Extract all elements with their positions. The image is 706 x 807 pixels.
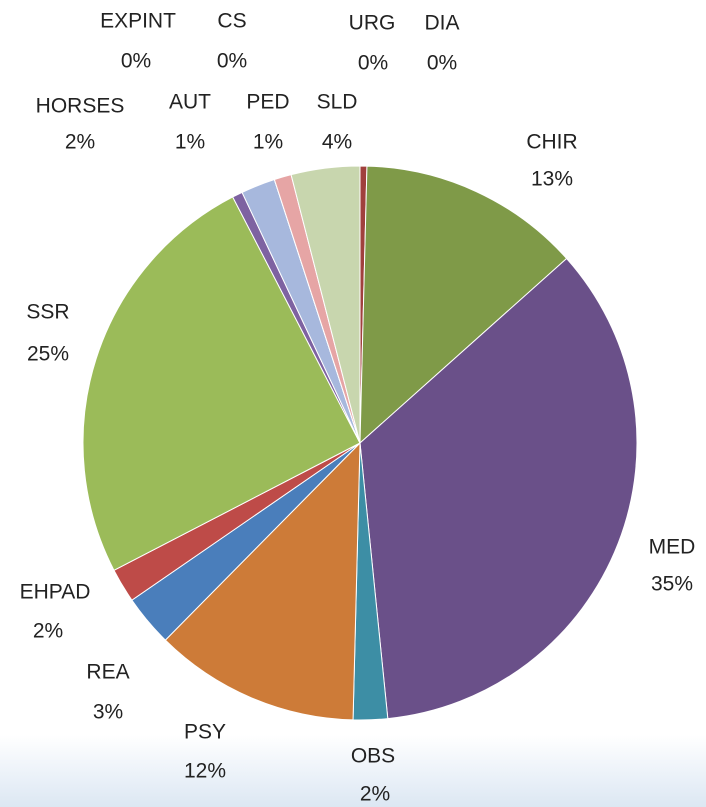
slice-label: EXPINT — [100, 10, 176, 33]
slice-label: CS — [217, 10, 246, 33]
slice-value-label: 35% — [651, 573, 693, 596]
slice-label: HORSES — [36, 95, 125, 118]
slice-value-label: 13% — [531, 168, 573, 191]
footer-band — [0, 735, 706, 807]
slice-label: OBS — [351, 745, 395, 768]
pie-slice — [290, 165, 361, 444]
slice-value-label: 0% — [217, 50, 247, 73]
slice-value-label: 1% — [253, 131, 283, 154]
slice-label: REA — [86, 661, 129, 684]
slice-value-label: 2% — [360, 783, 390, 806]
slice-value-label: 0% — [427, 52, 457, 75]
pie-slice — [164, 441, 361, 721]
slice-value-label: 12% — [184, 760, 226, 783]
slice-label: MED — [649, 536, 696, 559]
slice-value-label: 3% — [93, 701, 123, 724]
slice-label: PED — [246, 91, 289, 114]
pie-slice — [359, 165, 568, 445]
slice-label: DIA — [424, 12, 459, 35]
slice-value-label: 4% — [322, 131, 352, 154]
slice-value-label: 2% — [33, 620, 63, 643]
slice-label: AUT — [169, 91, 211, 114]
slice-value-label: 25% — [27, 343, 69, 366]
slice-label: PSY — [184, 721, 226, 744]
slice-label: URG — [349, 12, 396, 35]
slice-label: CHIR — [526, 131, 577, 154]
pie-slice — [359, 257, 638, 720]
slice-label: SSR — [26, 301, 69, 324]
slice-label: EHPAD — [20, 581, 91, 604]
slice-value-label: 2% — [65, 131, 95, 154]
slice-value-label: 0% — [121, 50, 151, 73]
slice-value-label: 0% — [358, 52, 388, 75]
slice-label: SLD — [317, 91, 358, 114]
pie-slice — [82, 196, 361, 571]
slice-value-label: 1% — [175, 131, 205, 154]
